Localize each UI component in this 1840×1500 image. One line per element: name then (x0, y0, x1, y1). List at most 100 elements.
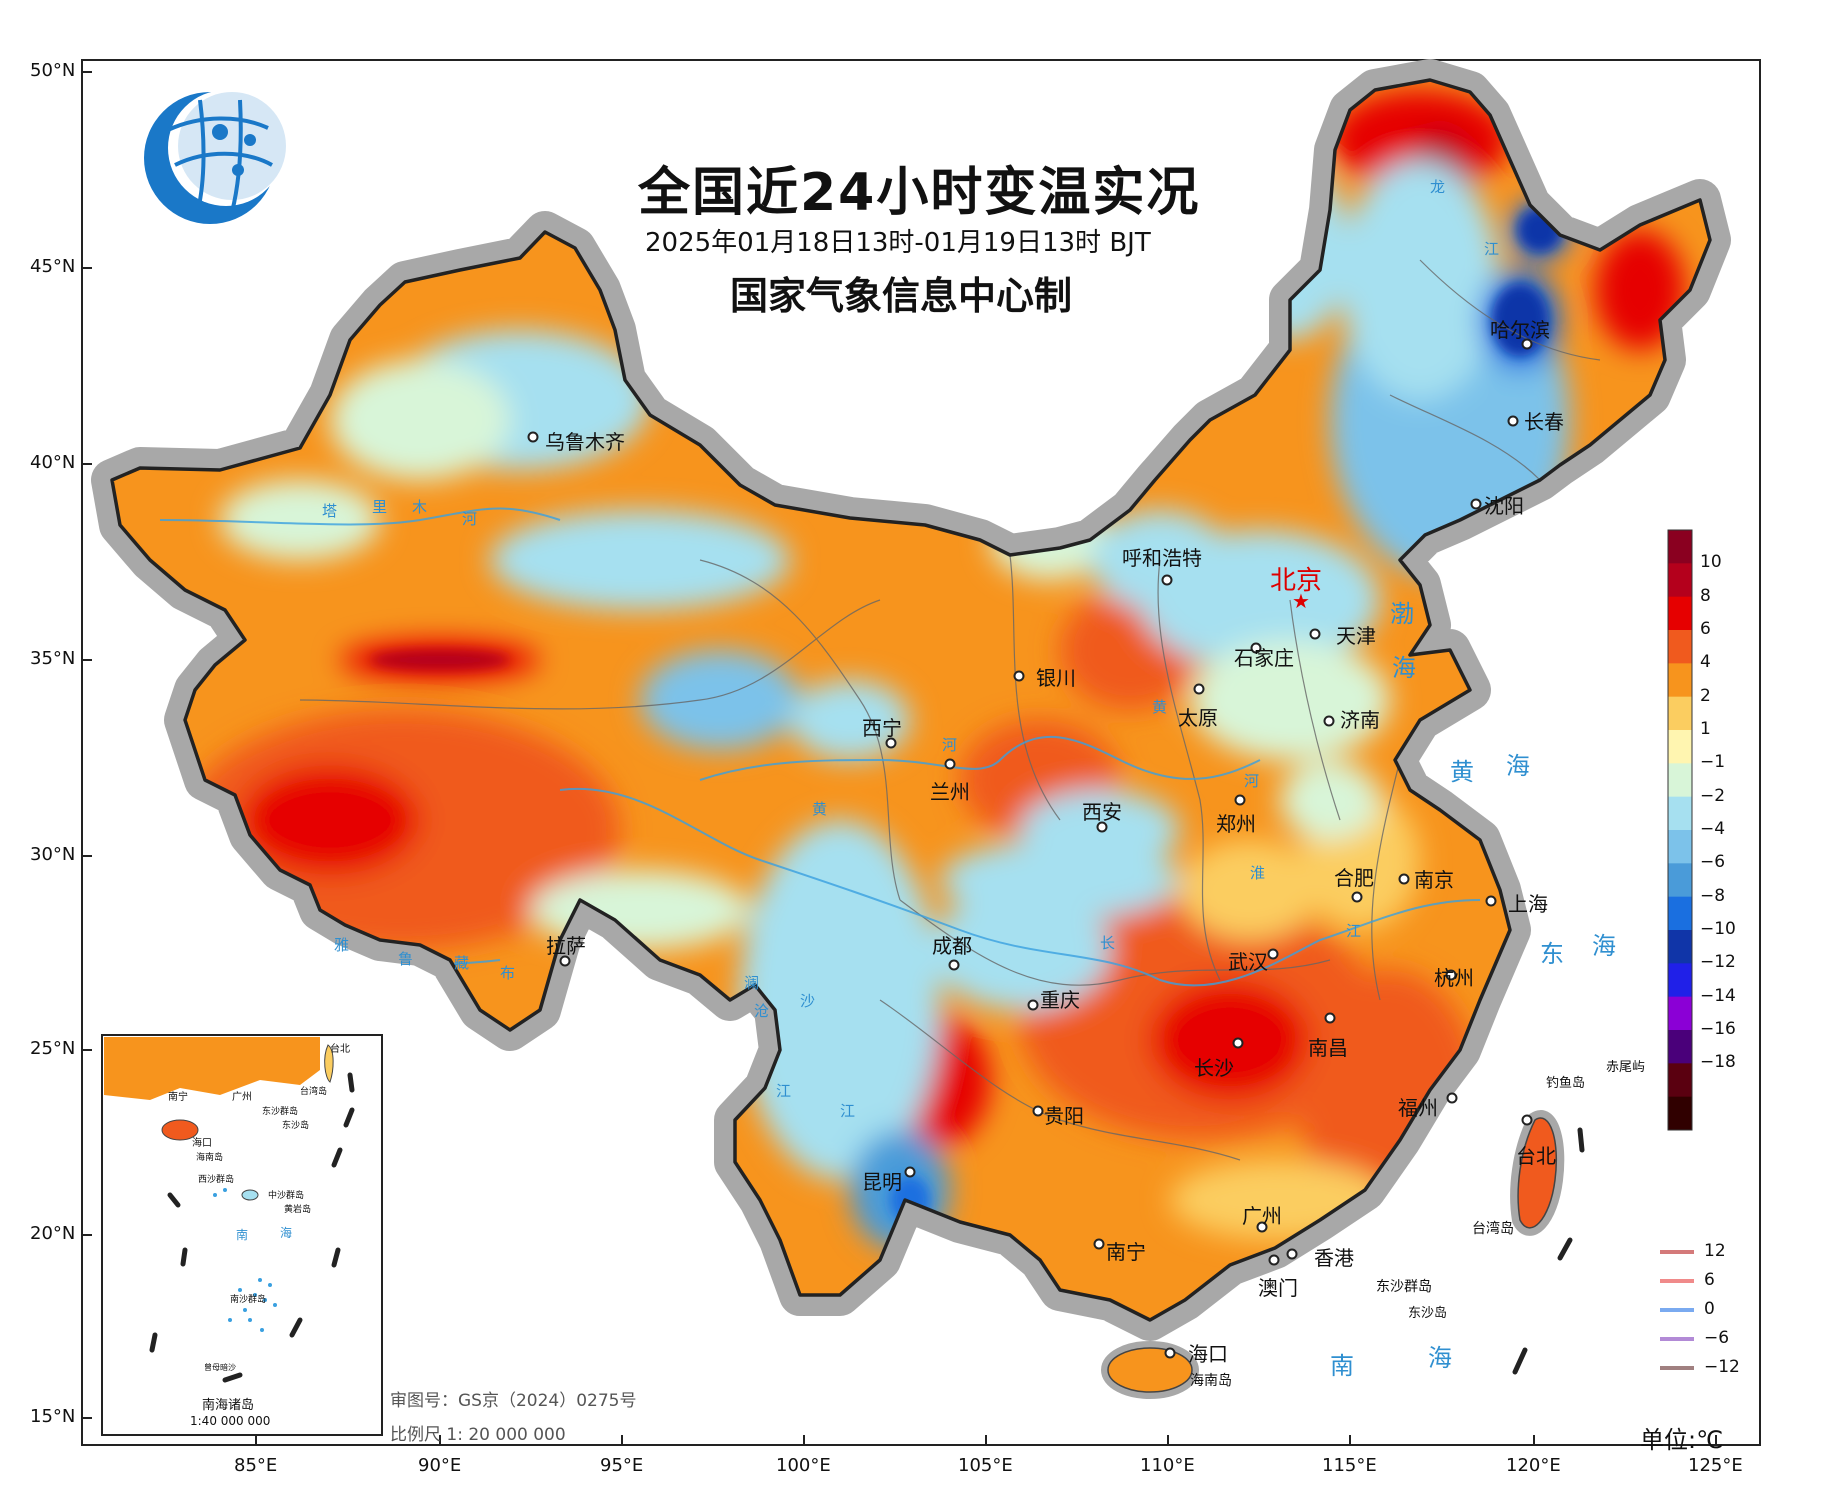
city-beijing: 北京 (1270, 566, 1323, 596)
lon-tick-90: 90°E (418, 1455, 462, 1476)
city-changchun: 长春 (1524, 410, 1564, 434)
city-harbin: 哈尔滨 (1490, 318, 1550, 342)
city-markers (527, 338, 1533, 1359)
city-nanning: 南宁 (1106, 1240, 1146, 1264)
legend-value: 1 (1700, 719, 1711, 739)
lon-tick-120: 120°E (1506, 1455, 1561, 1476)
city-dot (1234, 794, 1246, 806)
city-dot (1446, 1092, 1458, 1104)
river-label: 鲁 (398, 950, 414, 968)
inset-scale: 1:40 000 000 (190, 1414, 271, 1428)
river-label: 里 (372, 498, 388, 516)
label-hainan: 海南岛 (1190, 1373, 1232, 1389)
city-hongkong: 香港 (1314, 1246, 1354, 1270)
review-number: 审图号：GS京（2024）0275号 (390, 1391, 637, 1411)
lat-tick-30: 30°N (30, 844, 76, 865)
city-nanchang: 南昌 (1308, 1036, 1348, 1060)
city-nanjing: 南京 (1414, 868, 1454, 892)
river-label: 雅 (334, 936, 350, 954)
label-taiwan: 台湾岛 (1472, 1221, 1514, 1237)
legend-swatch (1668, 1030, 1692, 1064)
city-dot (1267, 948, 1279, 960)
label-chiwei: 赤尾屿 (1606, 1060, 1646, 1075)
map-title: 全国近24小时变温实况 (638, 163, 1201, 223)
city-dot (559, 955, 571, 967)
river-label: 淮 (1250, 864, 1266, 882)
legend-swatch (1668, 830, 1692, 864)
inset-label: 台北 (330, 1044, 350, 1055)
legend-value: −12 (1700, 952, 1736, 973)
city-dot (1324, 1012, 1336, 1024)
legend-swatch (1668, 796, 1692, 831)
city-dot (944, 758, 956, 770)
city-dot (1250, 642, 1262, 654)
city-urumqi: 乌鲁木齐 (545, 430, 625, 454)
line-legend-label: −6 (1704, 1328, 1730, 1348)
axis-ticks (82, 71, 1717, 1445)
city-dot (948, 959, 960, 971)
lon-tick-105: 105°E (958, 1455, 1013, 1476)
legend-value: −8 (1700, 885, 1726, 906)
inset-label: 海口 (192, 1138, 212, 1149)
line-legend-label: −12 (1704, 1357, 1740, 1377)
line-legend-label: 0 (1704, 1299, 1715, 1319)
lat-tick-20: 20°N (30, 1223, 76, 1244)
sea-nanhai-1: 南 (1330, 1352, 1354, 1380)
city-dot (1027, 999, 1039, 1011)
city-lanzhou: 兰州 (930, 780, 970, 804)
city-dot (1256, 1221, 1268, 1233)
city-dot (904, 1166, 916, 1178)
city-wuhan: 武汉 (1228, 950, 1268, 974)
river-label: 江 (1484, 240, 1500, 258)
city-lhasa: 拉萨 (546, 934, 586, 958)
legend-swatch (1668, 730, 1692, 764)
city-dot (1096, 821, 1108, 833)
legend-value: 2 (1700, 685, 1711, 706)
legend-value: 10 (1700, 552, 1722, 573)
inset-sea-label: 海 (280, 1226, 293, 1240)
lat-tick-25: 25°N (30, 1038, 76, 1059)
city-changsha: 长沙 (1194, 1056, 1234, 1080)
city-shijiazhuang: 石家庄 (1234, 646, 1294, 670)
inset-label: 中沙群岛 (268, 1191, 305, 1201)
city-dot (1521, 338, 1533, 350)
legend-swatch (1668, 1096, 1692, 1131)
river-label: 藏 (454, 954, 470, 972)
legend-swatch (1668, 630, 1692, 664)
river-label: 河 (1244, 772, 1260, 790)
city-yinchuan: 银川 (1036, 666, 1076, 690)
inset-label: 黄岩岛 (284, 1205, 312, 1215)
label-diaoyu: 钓鱼岛 (1546, 1076, 1586, 1091)
line-legend-label: 12 (1704, 1241, 1726, 1261)
city-dot (1193, 683, 1205, 695)
lon-tick-115: 115°E (1322, 1455, 1377, 1476)
city-dot (1485, 895, 1497, 907)
cma-logo (144, 90, 286, 224)
inset-label: 曾母暗沙 (204, 1363, 236, 1372)
legend-swatch (1668, 930, 1692, 964)
inset-frame (101, 1034, 383, 1436)
city-taiyuan: 太原 (1178, 706, 1218, 730)
legend-swatch (1668, 663, 1692, 698)
legend-swatch (1668, 596, 1692, 631)
legend-value: −2 (1700, 785, 1726, 806)
lat-tick-45: 45°N (30, 256, 76, 277)
city-haikou: 海口 (1188, 1342, 1228, 1366)
legend-swatch (1668, 696, 1692, 731)
city-dot (527, 431, 539, 443)
lon-tick-85: 85°E (234, 1455, 278, 1476)
city-fuzhou: 福州 (1398, 1096, 1438, 1120)
river-label: 沙 (800, 992, 816, 1010)
scale-text: 比例尺 1: 20 000 000 (390, 1425, 566, 1445)
legend-swatch (1668, 763, 1692, 798)
river-label: 江 (1346, 922, 1362, 940)
city-dot (1164, 1347, 1176, 1359)
city-dot (885, 737, 897, 749)
legend-swatch (1668, 963, 1692, 998)
city-shanghai: 上海 (1508, 892, 1548, 916)
river-label: 河 (942, 736, 958, 754)
legend-swatch (1668, 1063, 1692, 1098)
city-taipei: 台北 (1516, 1144, 1556, 1168)
river-label: 江 (776, 1082, 792, 1100)
